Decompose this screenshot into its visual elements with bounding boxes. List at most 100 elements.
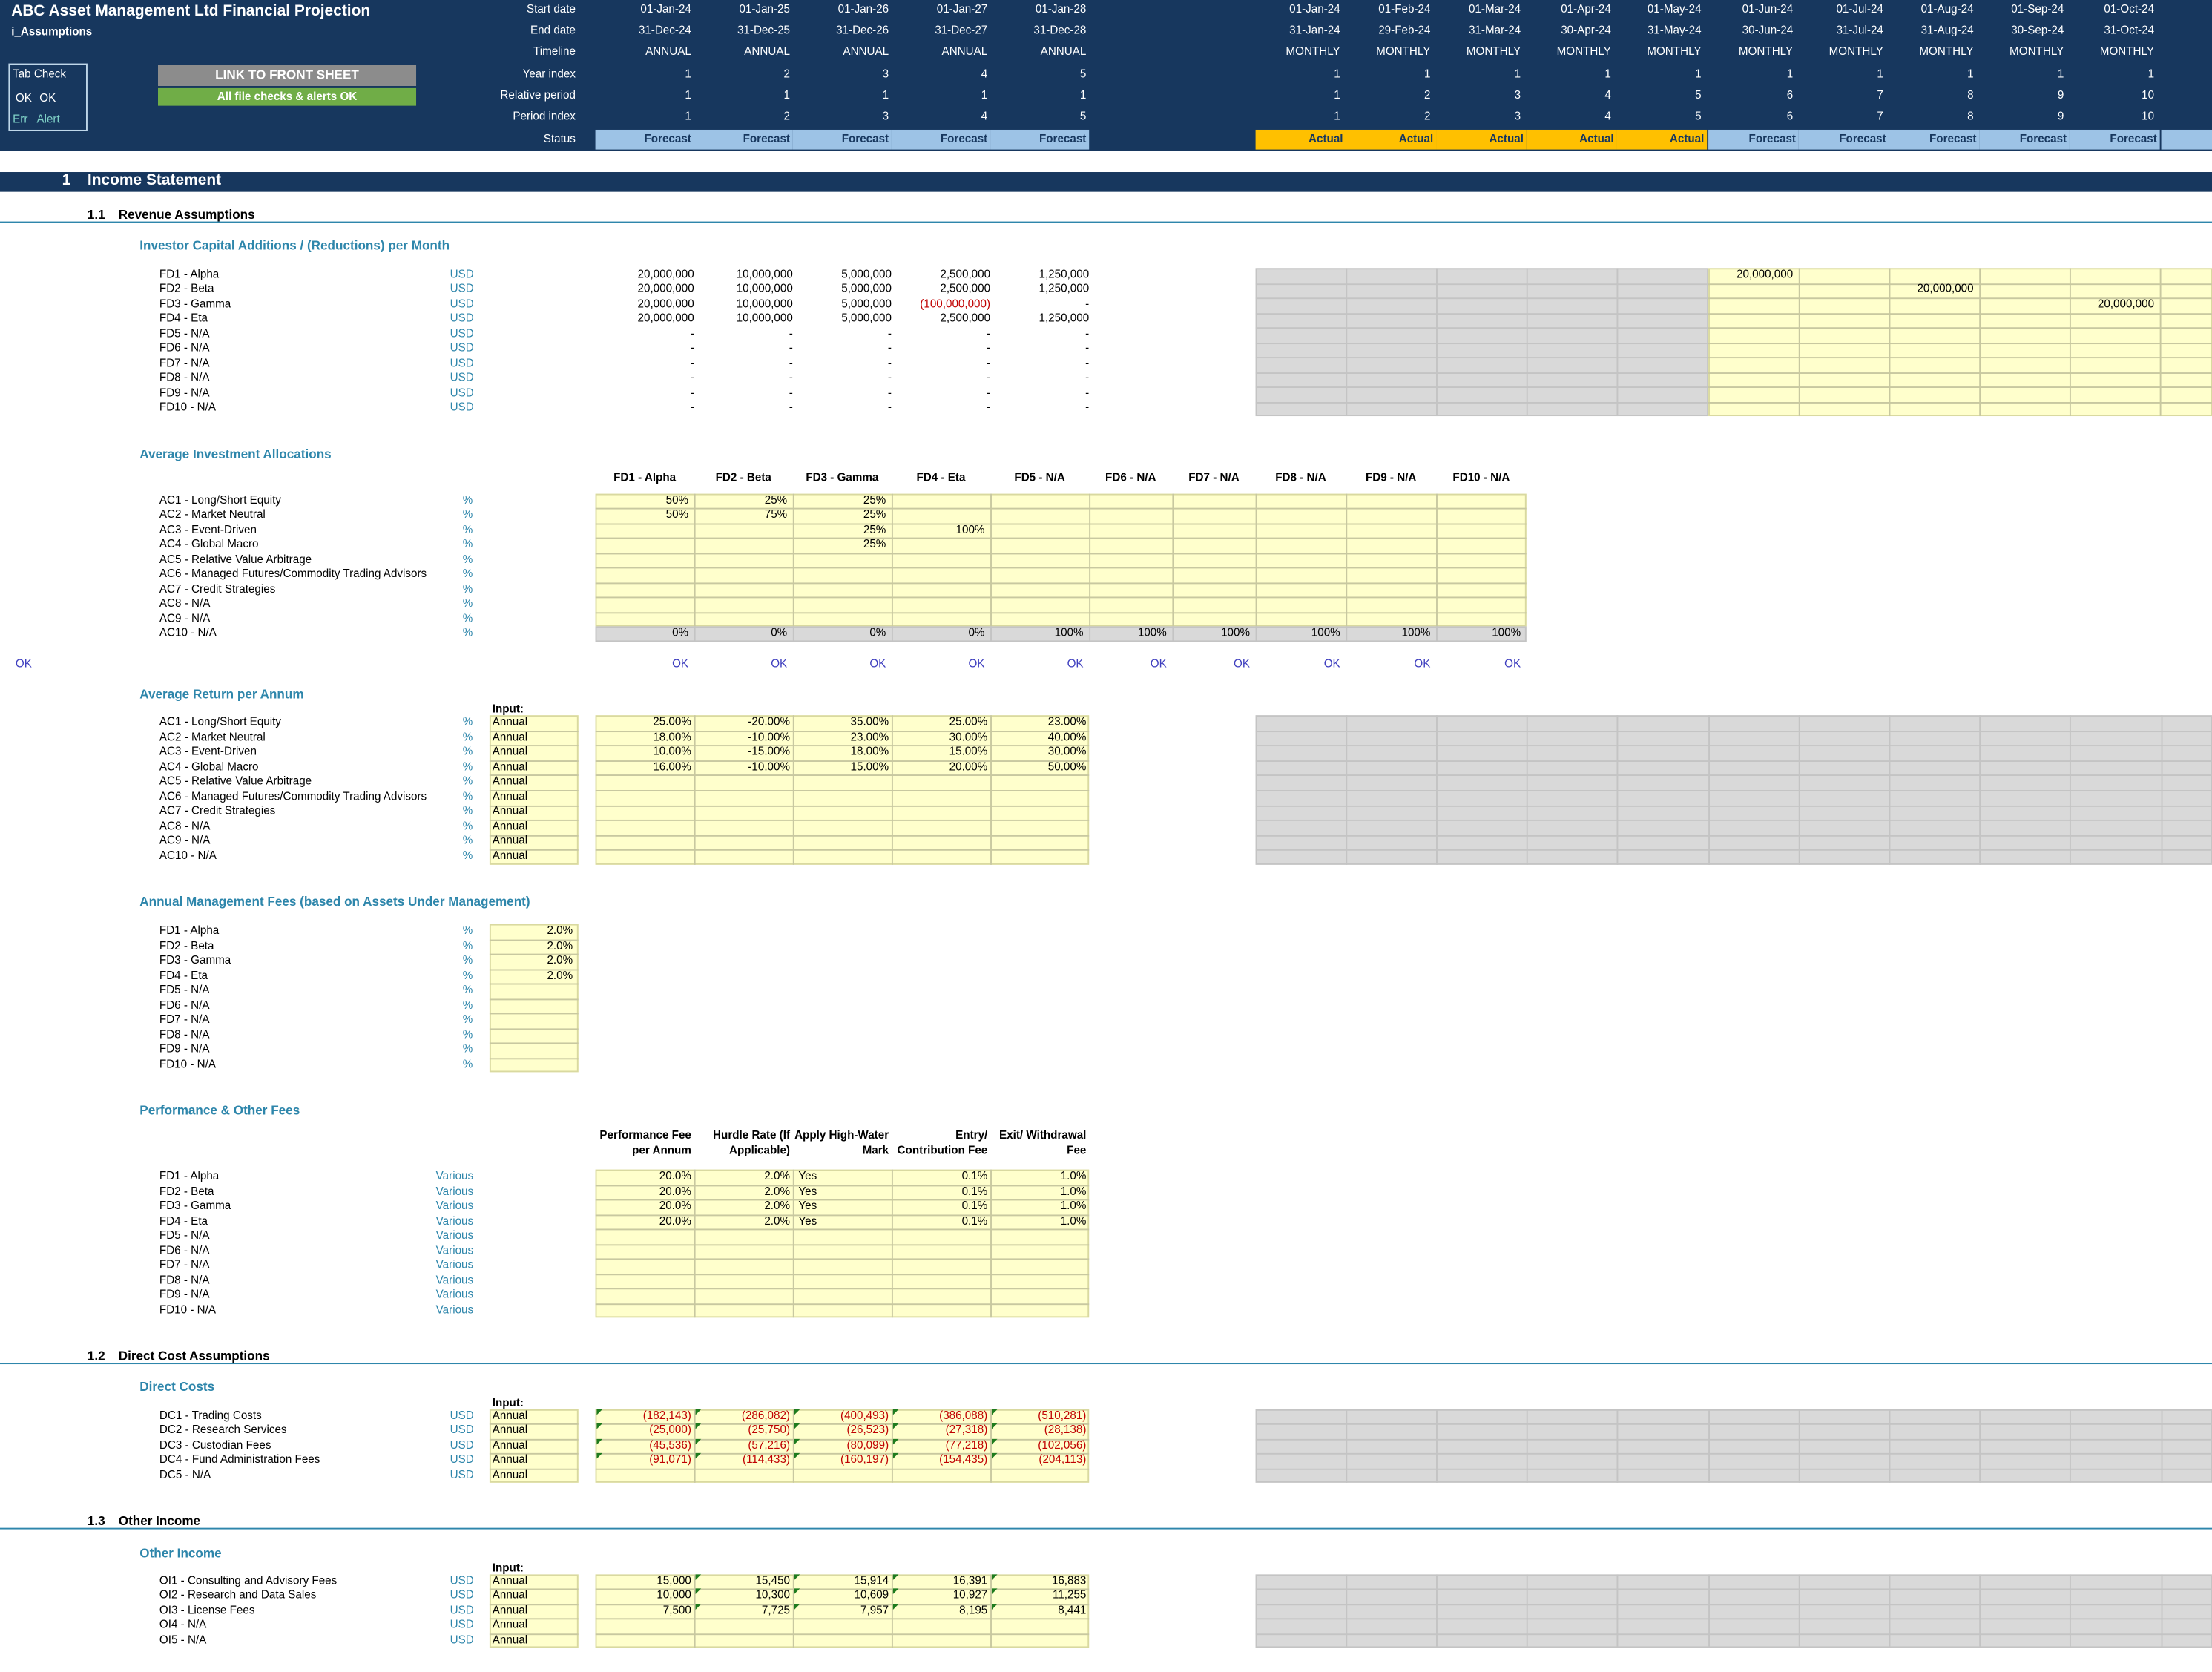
fee-value[interactable]: 0.1% <box>961 1184 988 1197</box>
fee-value[interactable]: 2.0% <box>764 1214 791 1227</box>
management-fee-value[interactable]: 2.0% <box>547 924 573 937</box>
allocation-value[interactable]: 50% <box>665 508 689 521</box>
other-income-value[interactable]: 11,255 <box>1052 1589 1087 1602</box>
direct-cost-value[interactable]: (57,216) <box>748 1438 791 1452</box>
other-income-value[interactable]: 8,441 <box>1058 1604 1087 1617</box>
capital-monthly-inputs[interactable] <box>1708 268 2212 417</box>
other-income-value[interactable]: 10,609 <box>854 1589 889 1602</box>
other-income-value[interactable]: 15,000 <box>656 1574 691 1587</box>
direct-cost-value[interactable]: (27,318) <box>945 1423 988 1437</box>
other-income-value[interactable]: 7,500 <box>662 1604 691 1617</box>
direct-cost-value[interactable]: (400,493) <box>840 1409 889 1423</box>
return-value[interactable]: 18.00% <box>850 745 889 758</box>
return-value[interactable]: 25.00% <box>949 715 988 728</box>
monthly-input-value[interactable]: 20,000,000 <box>2097 297 2155 311</box>
monthly-input-value[interactable]: 20,000,000 <box>1737 268 1794 281</box>
fee-value[interactable]: Yes <box>798 1169 817 1182</box>
fee-value[interactable]: 1.0% <box>1060 1184 1087 1197</box>
fee-value[interactable]: 1.0% <box>1060 1199 1087 1212</box>
allocation-value[interactable]: 50% <box>665 493 689 507</box>
direct-cost-value[interactable]: (28,138) <box>1044 1423 1087 1437</box>
direct-cost-value[interactable]: (114,433) <box>743 1453 791 1467</box>
return-value[interactable]: 23.00% <box>1047 715 1087 728</box>
input-frequency[interactable]: Annual <box>492 849 528 862</box>
other-income-value[interactable]: 10,000 <box>656 1589 691 1602</box>
direct-cost-value[interactable]: (91,071) <box>649 1453 691 1467</box>
input-frequency[interactable]: Annual <box>492 1633 528 1647</box>
other-income-value[interactable]: 8,195 <box>959 1604 988 1617</box>
allocation-value[interactable]: 25% <box>863 493 886 507</box>
direct-cost-value[interactable]: (102,056) <box>1038 1438 1087 1452</box>
other-income-value[interactable]: 10,300 <box>755 1589 791 1602</box>
direct-cost-value[interactable]: (182,143) <box>642 1409 691 1423</box>
other-income-timing-inputs[interactable] <box>489 1574 579 1648</box>
return-value[interactable]: 50.00% <box>1047 760 1087 773</box>
input-frequency[interactable]: Annual <box>492 774 528 788</box>
fee-value[interactable]: 20.0% <box>659 1199 691 1212</box>
input-frequency[interactable]: Annual <box>492 1438 528 1452</box>
allocation-value[interactable]: 25% <box>863 508 886 521</box>
return-value[interactable]: 30.00% <box>949 730 988 743</box>
return-value[interactable]: 20.00% <box>949 760 988 773</box>
direct-cost-inputs[interactable] <box>595 1409 1090 1483</box>
input-frequency[interactable]: Annual <box>492 1589 528 1602</box>
input-frequency[interactable]: Annual <box>492 1574 528 1587</box>
other-income-value[interactable]: 7,957 <box>860 1604 889 1617</box>
fee-value[interactable]: 2.0% <box>764 1199 791 1212</box>
direct-cost-value[interactable]: (286,082) <box>741 1409 791 1423</box>
return-value[interactable]: 35.00% <box>850 715 889 728</box>
fee-value[interactable]: 0.1% <box>961 1169 988 1182</box>
input-frequency[interactable]: Annual <box>492 745 528 758</box>
other-income-value[interactable]: 10,927 <box>952 1589 988 1602</box>
input-frequency[interactable]: Annual <box>492 804 528 817</box>
direct-cost-value[interactable]: (154,435) <box>939 1453 988 1467</box>
return-value[interactable]: 16.00% <box>653 760 691 773</box>
fee-value[interactable]: 20.0% <box>659 1169 691 1182</box>
input-frequency[interactable]: Annual <box>492 1409 528 1423</box>
allocation-value[interactable]: 75% <box>764 508 788 521</box>
management-fee-value[interactable]: 2.0% <box>547 953 573 967</box>
management-fee-value[interactable]: 2.0% <box>547 938 573 952</box>
monthly-input-value[interactable]: 20,000,000 <box>1917 283 1974 296</box>
input-frequency[interactable]: Annual <box>492 1423 528 1437</box>
return-value[interactable]: 15.00% <box>850 760 889 773</box>
input-frequency[interactable]: Annual <box>492 1619 528 1632</box>
allocation-value[interactable]: 100% <box>955 523 985 536</box>
other-income-value[interactable]: 15,450 <box>755 1574 791 1587</box>
fee-value[interactable]: 0.1% <box>961 1199 988 1212</box>
input-frequency[interactable]: Annual <box>492 1468 528 1481</box>
other-income-value[interactable]: 16,391 <box>952 1574 988 1587</box>
direct-cost-value[interactable]: (510,281) <box>1038 1409 1087 1423</box>
management-fee-value[interactable]: 2.0% <box>547 968 573 981</box>
fee-value[interactable]: 2.0% <box>764 1169 791 1182</box>
direct-cost-value[interactable]: (77,218) <box>945 1438 988 1452</box>
fee-value[interactable]: 1.0% <box>1060 1214 1087 1227</box>
return-value[interactable]: 40.00% <box>1047 730 1087 743</box>
direct-cost-value[interactable]: (45,536) <box>649 1438 691 1452</box>
fee-value[interactable]: Yes <box>798 1214 817 1227</box>
return-value[interactable]: -10.00% <box>748 760 791 773</box>
return-value[interactable]: 25.00% <box>653 715 691 728</box>
input-frequency[interactable]: Annual <box>492 789 528 803</box>
direct-cost-value[interactable]: (26,523) <box>846 1423 889 1437</box>
allocation-value[interactable]: 25% <box>863 538 886 551</box>
input-frequency[interactable]: Annual <box>492 730 528 743</box>
other-income-value[interactable]: 16,883 <box>1051 1574 1087 1587</box>
allocation-inputs[interactable] <box>595 493 1527 627</box>
allocation-value[interactable]: 25% <box>764 493 788 507</box>
link-to-front-sheet-button[interactable]: LINK TO FRONT SHEET <box>158 65 417 87</box>
direct-cost-value[interactable]: (204,113) <box>1038 1453 1087 1467</box>
input-frequency[interactable]: Annual <box>492 834 528 847</box>
fee-value[interactable]: 20.0% <box>659 1214 691 1227</box>
input-frequency[interactable]: Annual <box>492 819 528 832</box>
fee-value[interactable]: 0.1% <box>961 1214 988 1227</box>
input-frequency[interactable]: Annual <box>492 1604 528 1617</box>
input-frequency[interactable]: Annual <box>492 1453 528 1467</box>
direct-cost-timing-inputs[interactable] <box>489 1409 579 1483</box>
return-value[interactable]: -15.00% <box>748 745 791 758</box>
fee-value[interactable]: 1.0% <box>1060 1169 1087 1182</box>
input-frequency[interactable]: Annual <box>492 715 528 728</box>
other-income-value[interactable]: 7,725 <box>761 1604 791 1617</box>
direct-cost-value[interactable]: (25,000) <box>649 1423 691 1437</box>
other-income-inputs[interactable] <box>595 1574 1090 1648</box>
